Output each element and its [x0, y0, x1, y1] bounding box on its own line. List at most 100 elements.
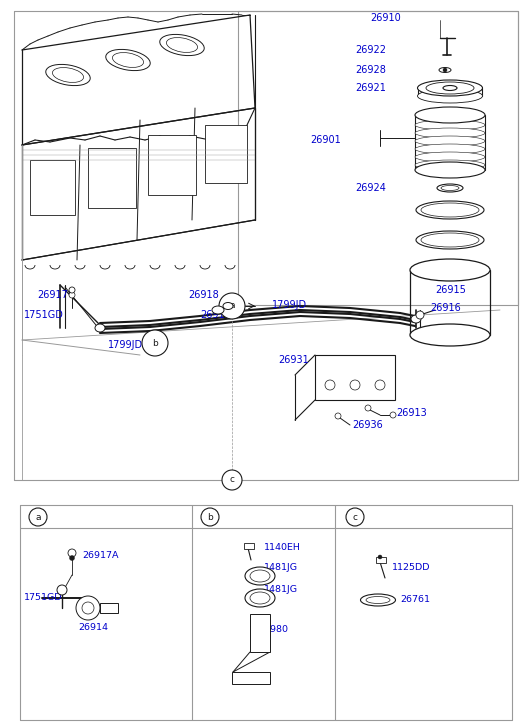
- Text: 26917: 26917: [37, 290, 68, 300]
- Ellipse shape: [415, 107, 485, 123]
- Ellipse shape: [212, 306, 224, 314]
- Circle shape: [70, 555, 74, 561]
- Text: 1125DD: 1125DD: [392, 563, 430, 572]
- Ellipse shape: [418, 89, 483, 103]
- Ellipse shape: [439, 68, 451, 73]
- Circle shape: [29, 508, 47, 526]
- Text: 26980: 26980: [258, 625, 288, 635]
- Ellipse shape: [245, 567, 275, 585]
- Text: 26924: 26924: [355, 183, 386, 193]
- Ellipse shape: [250, 592, 270, 604]
- Text: 26931: 26931: [278, 355, 309, 365]
- Ellipse shape: [415, 144, 485, 154]
- Text: 26916: 26916: [430, 303, 461, 313]
- Text: 1799JD: 1799JD: [108, 340, 143, 350]
- Circle shape: [390, 412, 396, 418]
- Ellipse shape: [411, 315, 421, 323]
- Circle shape: [201, 508, 219, 526]
- Ellipse shape: [160, 34, 204, 55]
- Text: 1140EH: 1140EH: [264, 544, 301, 553]
- Text: c: c: [353, 513, 358, 521]
- Text: a: a: [229, 302, 235, 310]
- Text: 26901: 26901: [310, 135, 341, 145]
- Bar: [205, 125, 247, 183]
- Bar: [148, 135, 196, 195]
- Circle shape: [350, 380, 360, 390]
- Ellipse shape: [361, 594, 395, 606]
- Bar: [376, 557, 386, 563]
- Circle shape: [68, 549, 76, 557]
- Ellipse shape: [437, 184, 463, 192]
- Ellipse shape: [95, 324, 105, 332]
- Text: b: b: [152, 339, 158, 348]
- Circle shape: [346, 508, 364, 526]
- Ellipse shape: [415, 152, 485, 162]
- Ellipse shape: [426, 82, 474, 94]
- Ellipse shape: [53, 68, 84, 82]
- Circle shape: [325, 380, 335, 390]
- Text: 26917A: 26917A: [82, 550, 119, 560]
- Ellipse shape: [415, 160, 485, 170]
- Circle shape: [219, 293, 245, 319]
- Text: 26915: 26915: [435, 285, 466, 295]
- Ellipse shape: [421, 233, 479, 247]
- Circle shape: [69, 292, 75, 298]
- Circle shape: [222, 470, 242, 490]
- Text: 26936: 26936: [352, 420, 383, 430]
- Ellipse shape: [410, 259, 490, 281]
- Circle shape: [76, 596, 100, 620]
- Text: 26914: 26914: [78, 624, 108, 632]
- Text: 1751GD: 1751GD: [24, 310, 64, 320]
- Text: 26913: 26913: [396, 408, 427, 418]
- Ellipse shape: [416, 231, 484, 249]
- Bar: [88, 148, 136, 208]
- Text: 1751GD: 1751GD: [24, 593, 62, 603]
- Ellipse shape: [416, 201, 484, 219]
- Text: 26922: 26922: [355, 45, 386, 55]
- Ellipse shape: [106, 49, 150, 71]
- Bar: [315, 355, 395, 400]
- Bar: [100, 603, 118, 613]
- Ellipse shape: [441, 185, 459, 190]
- Circle shape: [69, 287, 75, 293]
- Text: 1481JG: 1481JG: [264, 585, 298, 595]
- Ellipse shape: [366, 596, 390, 603]
- Ellipse shape: [415, 128, 485, 138]
- Ellipse shape: [415, 120, 485, 130]
- Circle shape: [335, 413, 341, 419]
- Ellipse shape: [250, 570, 270, 582]
- Ellipse shape: [245, 589, 275, 607]
- Circle shape: [416, 311, 424, 319]
- Circle shape: [375, 380, 385, 390]
- Bar: [250, 614, 270, 652]
- Text: 26918: 26918: [188, 290, 219, 300]
- Text: 26921: 26921: [355, 83, 386, 93]
- Circle shape: [82, 602, 94, 614]
- Circle shape: [142, 330, 168, 356]
- Circle shape: [443, 68, 447, 72]
- Bar: [232, 672, 270, 684]
- Ellipse shape: [421, 203, 479, 217]
- Ellipse shape: [167, 38, 197, 52]
- Text: c: c: [229, 475, 235, 484]
- Ellipse shape: [415, 136, 485, 146]
- Circle shape: [378, 555, 382, 559]
- Bar: [244, 543, 254, 549]
- Circle shape: [365, 405, 371, 411]
- Text: 1799JD: 1799JD: [272, 300, 307, 310]
- Ellipse shape: [418, 80, 483, 96]
- Ellipse shape: [46, 65, 90, 86]
- Text: a: a: [35, 513, 41, 521]
- Ellipse shape: [223, 302, 233, 310]
- Ellipse shape: [415, 162, 485, 178]
- Ellipse shape: [410, 324, 490, 346]
- Circle shape: [57, 585, 67, 595]
- Bar: [30, 160, 75, 215]
- Text: 26919: 26919: [200, 310, 231, 320]
- Text: 26928: 26928: [355, 65, 386, 75]
- Text: 26910: 26910: [370, 13, 401, 23]
- Text: b: b: [207, 513, 213, 521]
- Text: 1481JG: 1481JG: [264, 563, 298, 572]
- Ellipse shape: [112, 52, 144, 68]
- Text: 26761: 26761: [400, 595, 430, 604]
